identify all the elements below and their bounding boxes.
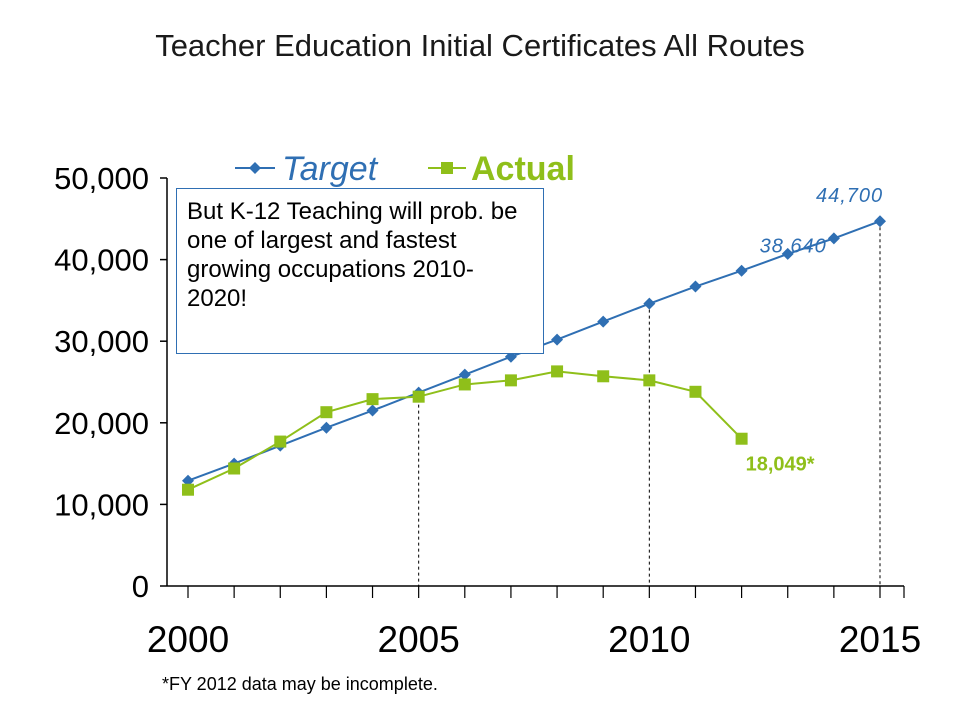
y-tick-label: 30,000 bbox=[54, 324, 149, 359]
target-point bbox=[874, 215, 886, 228]
target-point bbox=[458, 368, 471, 381]
legend-actual-label: Actual bbox=[471, 150, 575, 188]
actual-point bbox=[735, 432, 748, 445]
chart-title: Teacher Education Initial Certificates A… bbox=[155, 28, 805, 63]
target-point bbox=[551, 333, 564, 346]
actual-point bbox=[551, 365, 564, 378]
actual-point bbox=[458, 378, 471, 391]
y-tick-label: 0 bbox=[132, 569, 149, 604]
y-tick-label: 50,000 bbox=[54, 161, 149, 196]
actual-point bbox=[689, 385, 702, 398]
x-tick-label: 2010 bbox=[608, 619, 690, 660]
target-point bbox=[781, 247, 794, 260]
target-point bbox=[597, 315, 610, 328]
target-point bbox=[827, 232, 840, 245]
data-label: 18,049* bbox=[746, 454, 815, 476]
actual-point bbox=[504, 374, 517, 387]
target-point bbox=[643, 297, 656, 310]
actual-point bbox=[597, 370, 610, 383]
target-point bbox=[735, 264, 748, 277]
actual-point bbox=[412, 390, 425, 403]
y-tick-label: 40,000 bbox=[54, 243, 149, 278]
y-tick-label: 10,000 bbox=[54, 487, 149, 522]
target-point bbox=[366, 404, 379, 417]
data-label: 38,640 bbox=[760, 236, 827, 258]
actual-point bbox=[274, 435, 287, 448]
target-point bbox=[320, 421, 333, 434]
legend-target-label: Target bbox=[282, 150, 379, 188]
target-point bbox=[689, 280, 702, 293]
actual-point bbox=[228, 462, 241, 475]
x-tick-label: 2015 bbox=[839, 619, 921, 660]
legend-actual-marker bbox=[441, 162, 453, 174]
data-label: 44,700 bbox=[816, 185, 883, 207]
actual-point bbox=[182, 483, 194, 496]
x-tick-label: 2005 bbox=[378, 619, 460, 660]
footnote: *FY 2012 data may be incomplete. bbox=[162, 674, 438, 694]
actual-point bbox=[643, 374, 656, 387]
actual-point bbox=[320, 406, 333, 419]
x-tick-label: 2000 bbox=[147, 619, 229, 660]
callout-box: But K-12 Teaching will prob. be one of l… bbox=[176, 188, 544, 354]
actual-point bbox=[366, 393, 379, 406]
legend-target-marker bbox=[249, 162, 261, 174]
y-tick-label: 20,000 bbox=[54, 406, 149, 441]
